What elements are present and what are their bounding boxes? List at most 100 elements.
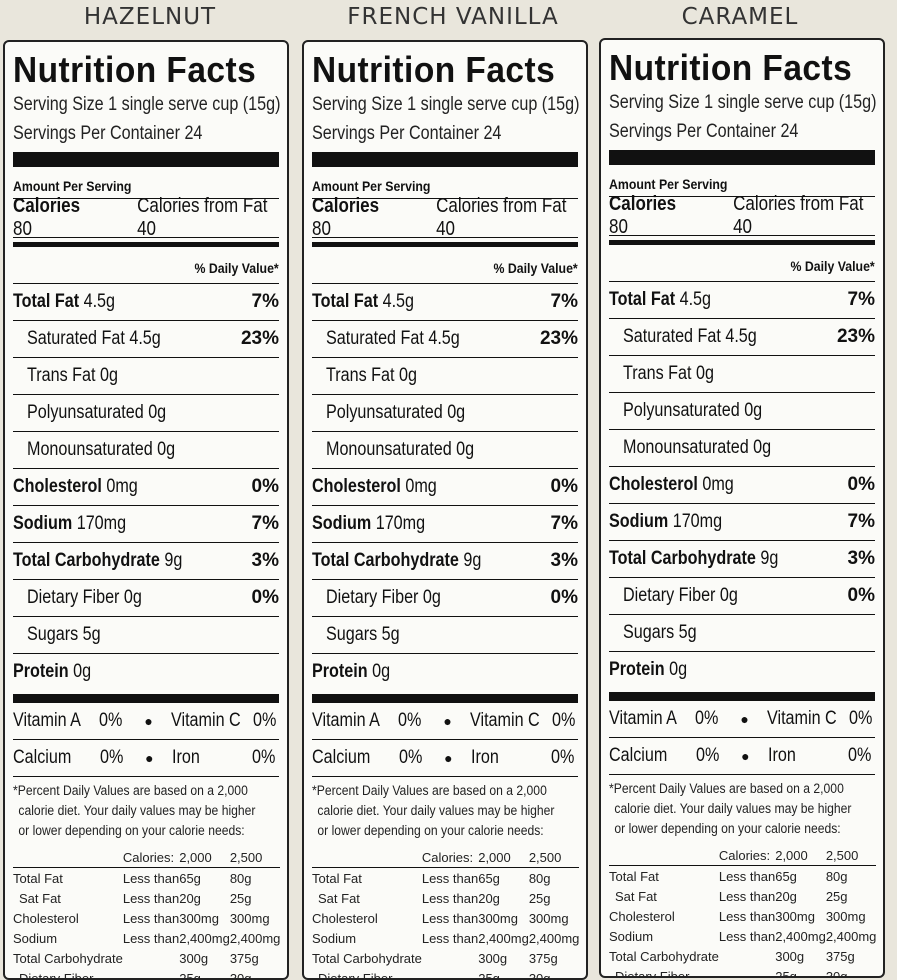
fiber-label: Dietary Fiber 0g	[27, 587, 142, 608]
total-fat-label: Total Fat	[13, 291, 80, 312]
servings-per-container: Servings Per Container 24	[312, 123, 502, 144]
footer-row: Dietary Fiber 25g 30g	[13, 968, 280, 979]
sodium-row: Sodium 170mg 7%	[312, 506, 578, 543]
iron-dv: 0%	[847, 745, 871, 766]
footer-cell: Total Fat	[609, 868, 659, 884]
footer-cell: Sat Fat	[615, 888, 657, 904]
poly-fat-label: Polyunsaturated 0g	[326, 402, 466, 423]
sat-fat-row: Saturated Fat 4.5g 23%	[609, 319, 875, 356]
footer-cell	[123, 948, 179, 968]
medium-divider	[609, 240, 875, 245]
protein-cell: Protein 0g	[609, 659, 687, 681]
sodium-dv: 7%	[847, 511, 875, 532]
footer-cell: Less than	[718, 928, 776, 944]
poly-fat-label: Polyunsaturated 0g	[623, 400, 763, 421]
footer-table: Calories: 2,000 2,500 Total Fat Less tha…	[312, 847, 580, 980]
carb-value: 9g	[463, 550, 482, 571]
cholesterol-cell: Cholesterol 0mg	[13, 476, 138, 498]
sat-fat-row: Saturated Fat 4.5g 23%	[312, 321, 578, 358]
protein-row: Protein 0g	[13, 654, 279, 690]
footer-cell: 80g	[528, 870, 551, 886]
carb-row: Total Carbohydrate 9g 3%	[312, 543, 578, 580]
daily-value-header: % Daily Value*	[493, 260, 578, 276]
vitamin-a-label: Vitamin A	[13, 710, 81, 731]
footer-header-cell: Calories:	[718, 845, 776, 866]
amount-per-serving-row: Amount Per Serving	[13, 174, 279, 199]
footer-cell: Less than	[421, 870, 479, 886]
footer-cell: Dietary Fiber	[615, 968, 690, 978]
footer-cell: Less than	[122, 890, 180, 906]
footer-table: Calories: 2,000 2,500 Total Fat Less tha…	[13, 847, 281, 979]
vitamin-c-label: Vitamin C	[469, 710, 540, 731]
calories-row: Calories 80 Calories from Fat 40	[312, 195, 578, 240]
total-fat-row: Total Fat 4.5g 7%	[312, 284, 578, 321]
total-fat-row: Total Fat 4.5g 7%	[609, 282, 875, 319]
mineral-row: Calcium 0% ● Iron 0%	[13, 740, 279, 777]
mono-fat-label: Monounsaturated 0g	[27, 439, 176, 460]
mono-fat-label: Monounsaturated 0g	[623, 437, 772, 458]
footer-cell: 2,400mg	[179, 930, 230, 946]
footer-cell	[422, 948, 478, 968]
footnote: *Percent Daily Values are based on a 2,0…	[609, 779, 875, 839]
amount-per-serving-label: Amount Per Serving	[609, 176, 728, 192]
sodium-label: Sodium	[609, 511, 669, 532]
protein-cell: Protein 0g	[13, 661, 91, 683]
serving-size: Serving Size 1 single serve cup (15g)	[609, 92, 877, 113]
footer-cell: 25g	[478, 970, 500, 980]
cholesterol-cell: Cholesterol 0mg	[312, 476, 437, 498]
sat-fat-label: Saturated Fat 4.5g	[27, 328, 161, 349]
footer-header-cell: 2,000	[775, 845, 826, 866]
carb-label: Total Carbohydrate	[312, 550, 459, 571]
sodium-row: Sodium 170mg 7%	[609, 504, 875, 541]
nutrition-panel-hazelnut: Nutrition Facts Serving Size 1 single se…	[3, 40, 289, 980]
footer-cell	[123, 968, 179, 978]
sugars-label: Sugars 5g	[326, 624, 400, 645]
footer-cell: 300mg	[528, 910, 569, 926]
trans-fat-row: Trans Fat 0g	[312, 358, 578, 395]
total-fat-dv: 7%	[550, 291, 578, 312]
footnote: *Percent Daily Values are based on a 2,0…	[312, 781, 578, 841]
cholesterol-dv: 0%	[251, 476, 279, 497]
footer-cell: Less than	[421, 930, 479, 946]
calories-from-fat: Calories from Fat 40	[136, 195, 268, 240]
poly-fat-row: Polyunsaturated 0g	[312, 395, 578, 432]
footer-cell: Less than	[122, 930, 180, 946]
cholesterol-row: Cholesterol 0mg 0%	[609, 467, 875, 504]
vitamin-a-dv: 0%	[98, 710, 123, 731]
medium-divider	[13, 242, 279, 247]
footnote-line-1: *Percent Daily Values are based on a 2,0…	[13, 783, 248, 798]
vitamin-c-label: Vitamin C	[766, 708, 837, 729]
calories-label: Calories	[609, 193, 677, 215]
sodium-label: Sodium	[312, 513, 372, 534]
footer-row: Sat Fat Less than 20g 25g	[13, 888, 280, 908]
trans-fat-label: Trans Fat 0g	[326, 365, 417, 386]
cholesterol-label: Cholesterol	[312, 476, 401, 497]
footer-cell: Sodium	[609, 928, 654, 944]
footer-cell	[719, 946, 775, 966]
cholesterol-row: Cholesterol 0mg 0%	[13, 469, 279, 506]
footer-cell: Total Carbohydrate	[312, 950, 422, 966]
flavor-header-caramel: CARAMEL	[681, 4, 799, 30]
carb-cell: Total Carbohydrate 9g	[609, 548, 778, 570]
bullet: ●	[443, 713, 452, 729]
sodium-label: Sodium	[13, 513, 73, 534]
footer-row: Total Carbohydrate 300g 375g	[13, 948, 280, 968]
calcium-dv: 0%	[99, 747, 123, 768]
footnote: *Percent Daily Values are based on a 2,0…	[13, 781, 279, 841]
footer-cell: Less than	[421, 910, 479, 926]
footer-header-row: Calories: 2,000 2,500	[609, 845, 877, 866]
total-fat-cell: Total Fat 4.5g	[13, 291, 115, 313]
total-fat-value: 4.5g	[382, 291, 415, 312]
footer-cell: 300mg	[775, 908, 815, 924]
bullet: ●	[741, 748, 750, 764]
sat-fat-row: Saturated Fat 4.5g 23%	[13, 321, 279, 358]
total-fat-label: Total Fat	[609, 289, 676, 310]
servings-per-container: Servings Per Container 24	[609, 121, 799, 142]
footer-cell: 80g	[825, 868, 848, 884]
sodium-value: 170mg	[672, 511, 723, 532]
footer-cell	[719, 966, 775, 976]
footnote-line-3: or lower depending on your calorie needs…	[18, 823, 245, 838]
vitamin-a-dv: 0%	[397, 710, 422, 731]
footer-cell: Sodium	[312, 930, 357, 946]
sugars-label: Sugars 5g	[623, 622, 697, 643]
